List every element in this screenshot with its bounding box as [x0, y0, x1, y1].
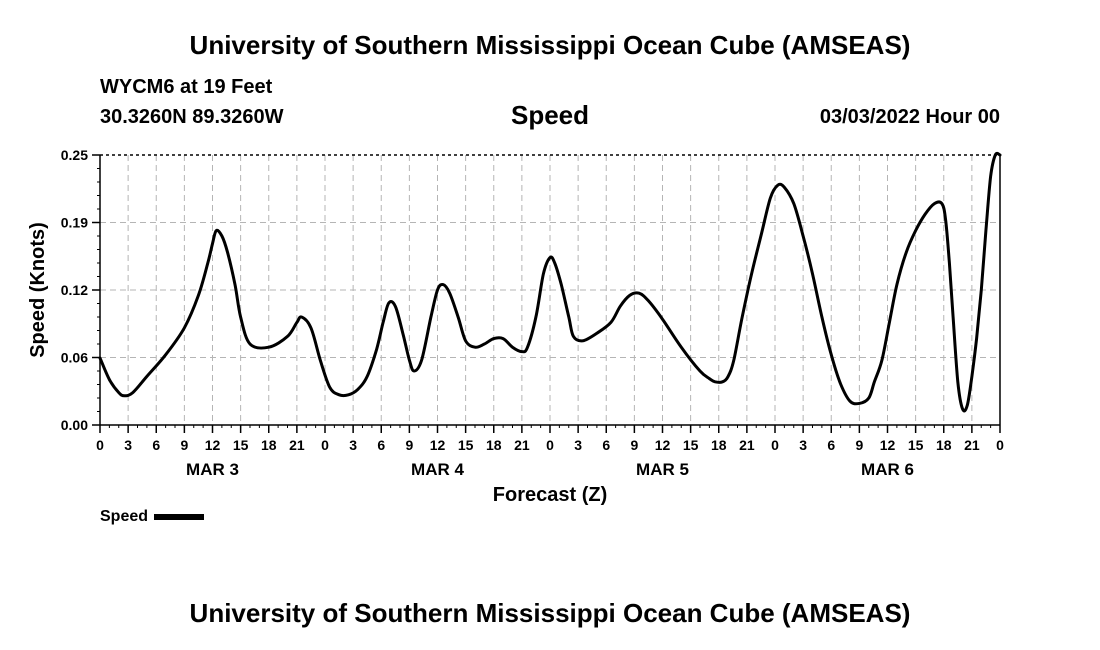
- x-tick-label: 12: [205, 437, 221, 453]
- x-tick-label: 3: [349, 437, 357, 453]
- y-tick-label: 0.06: [61, 350, 88, 366]
- x-tick-label: 12: [430, 437, 446, 453]
- x-tick-label: 3: [124, 437, 132, 453]
- x-day-label: MAR 5: [636, 460, 689, 479]
- coordinates-label: 30.3260N 89.3260W: [100, 106, 284, 128]
- x-day-label: MAR 4: [411, 460, 464, 479]
- x-tick-label: 21: [964, 437, 980, 453]
- x-tick-label: 12: [655, 437, 671, 453]
- x-tick-label: 21: [739, 437, 755, 453]
- station-label: WYCM6 at 19 Feet: [100, 76, 273, 98]
- x-tick-label: 18: [936, 437, 952, 453]
- x-tick-label: 12: [880, 437, 896, 453]
- x-tick-label: 3: [574, 437, 582, 453]
- series-layer: [98, 151, 1002, 413]
- x-tick-label: 15: [683, 437, 699, 453]
- legend-swatch: [154, 514, 205, 520]
- x-tick-label: 18: [486, 437, 502, 453]
- x-tick-label: 6: [602, 437, 610, 453]
- x-tick-label: 3: [799, 437, 807, 453]
- y-tick-label: 0.12: [61, 282, 88, 298]
- grid-lines: [100, 155, 1000, 425]
- y-tick-label: 0.19: [61, 215, 88, 231]
- x-tick-label: 18: [261, 437, 277, 453]
- y-axis-label: Speed (Knots): [27, 222, 49, 358]
- chart-title: Speed: [510, 100, 590, 130]
- top-title: University of Southern Mississippi Ocean…: [189, 30, 911, 60]
- x-axis-label: Forecast (Z): [493, 484, 607, 506]
- x-day-label: MAR 3: [186, 460, 239, 479]
- y-tick-label: 0.00: [61, 417, 88, 433]
- x-tick-label: 15: [233, 437, 249, 453]
- x-tick-label: 6: [152, 437, 160, 453]
- bottom-title: University of Southern Mississippi Ocean…: [189, 598, 911, 628]
- legend-label: Speed: [100, 508, 149, 525]
- x-tick-label: 18: [711, 437, 727, 453]
- x-tick-label: 21: [289, 437, 305, 453]
- x-tick-label: 9: [630, 437, 638, 453]
- forecast-datetime: 03/03/2022 Hour 00: [819, 106, 1000, 128]
- x-tick-label: 6: [377, 437, 385, 453]
- x-tick-label: 0: [96, 437, 104, 453]
- x-tick-label: 9: [180, 437, 188, 453]
- legend: Speed: [100, 508, 205, 526]
- x-tick-label: 9: [855, 437, 863, 453]
- x-tick-label: 0: [996, 437, 1004, 453]
- y-axis: 0.00 0.06 0.12 0.19 0.25: [61, 147, 100, 433]
- x-day-label: MAR 6: [861, 460, 914, 479]
- x-tick-label: 6: [827, 437, 835, 453]
- x-axis: 0 3 6 9 12 15 18 21 0 3 6 9 12 15 18 21 0 3 6 9 12 15 18 21 0 3 6 9…: [96, 425, 1004, 479]
- series-line-speed: [98, 151, 1002, 413]
- x-tick-label: 0: [546, 437, 554, 453]
- y-tick-label: 0.25: [61, 147, 88, 163]
- x-tick-label: 9: [405, 437, 413, 453]
- x-tick-label: 15: [458, 437, 474, 453]
- x-tick-label: 21: [514, 437, 530, 453]
- x-tick-label: 0: [321, 437, 329, 453]
- x-tick-label: 15: [908, 437, 924, 453]
- x-tick-label: 0: [771, 437, 779, 453]
